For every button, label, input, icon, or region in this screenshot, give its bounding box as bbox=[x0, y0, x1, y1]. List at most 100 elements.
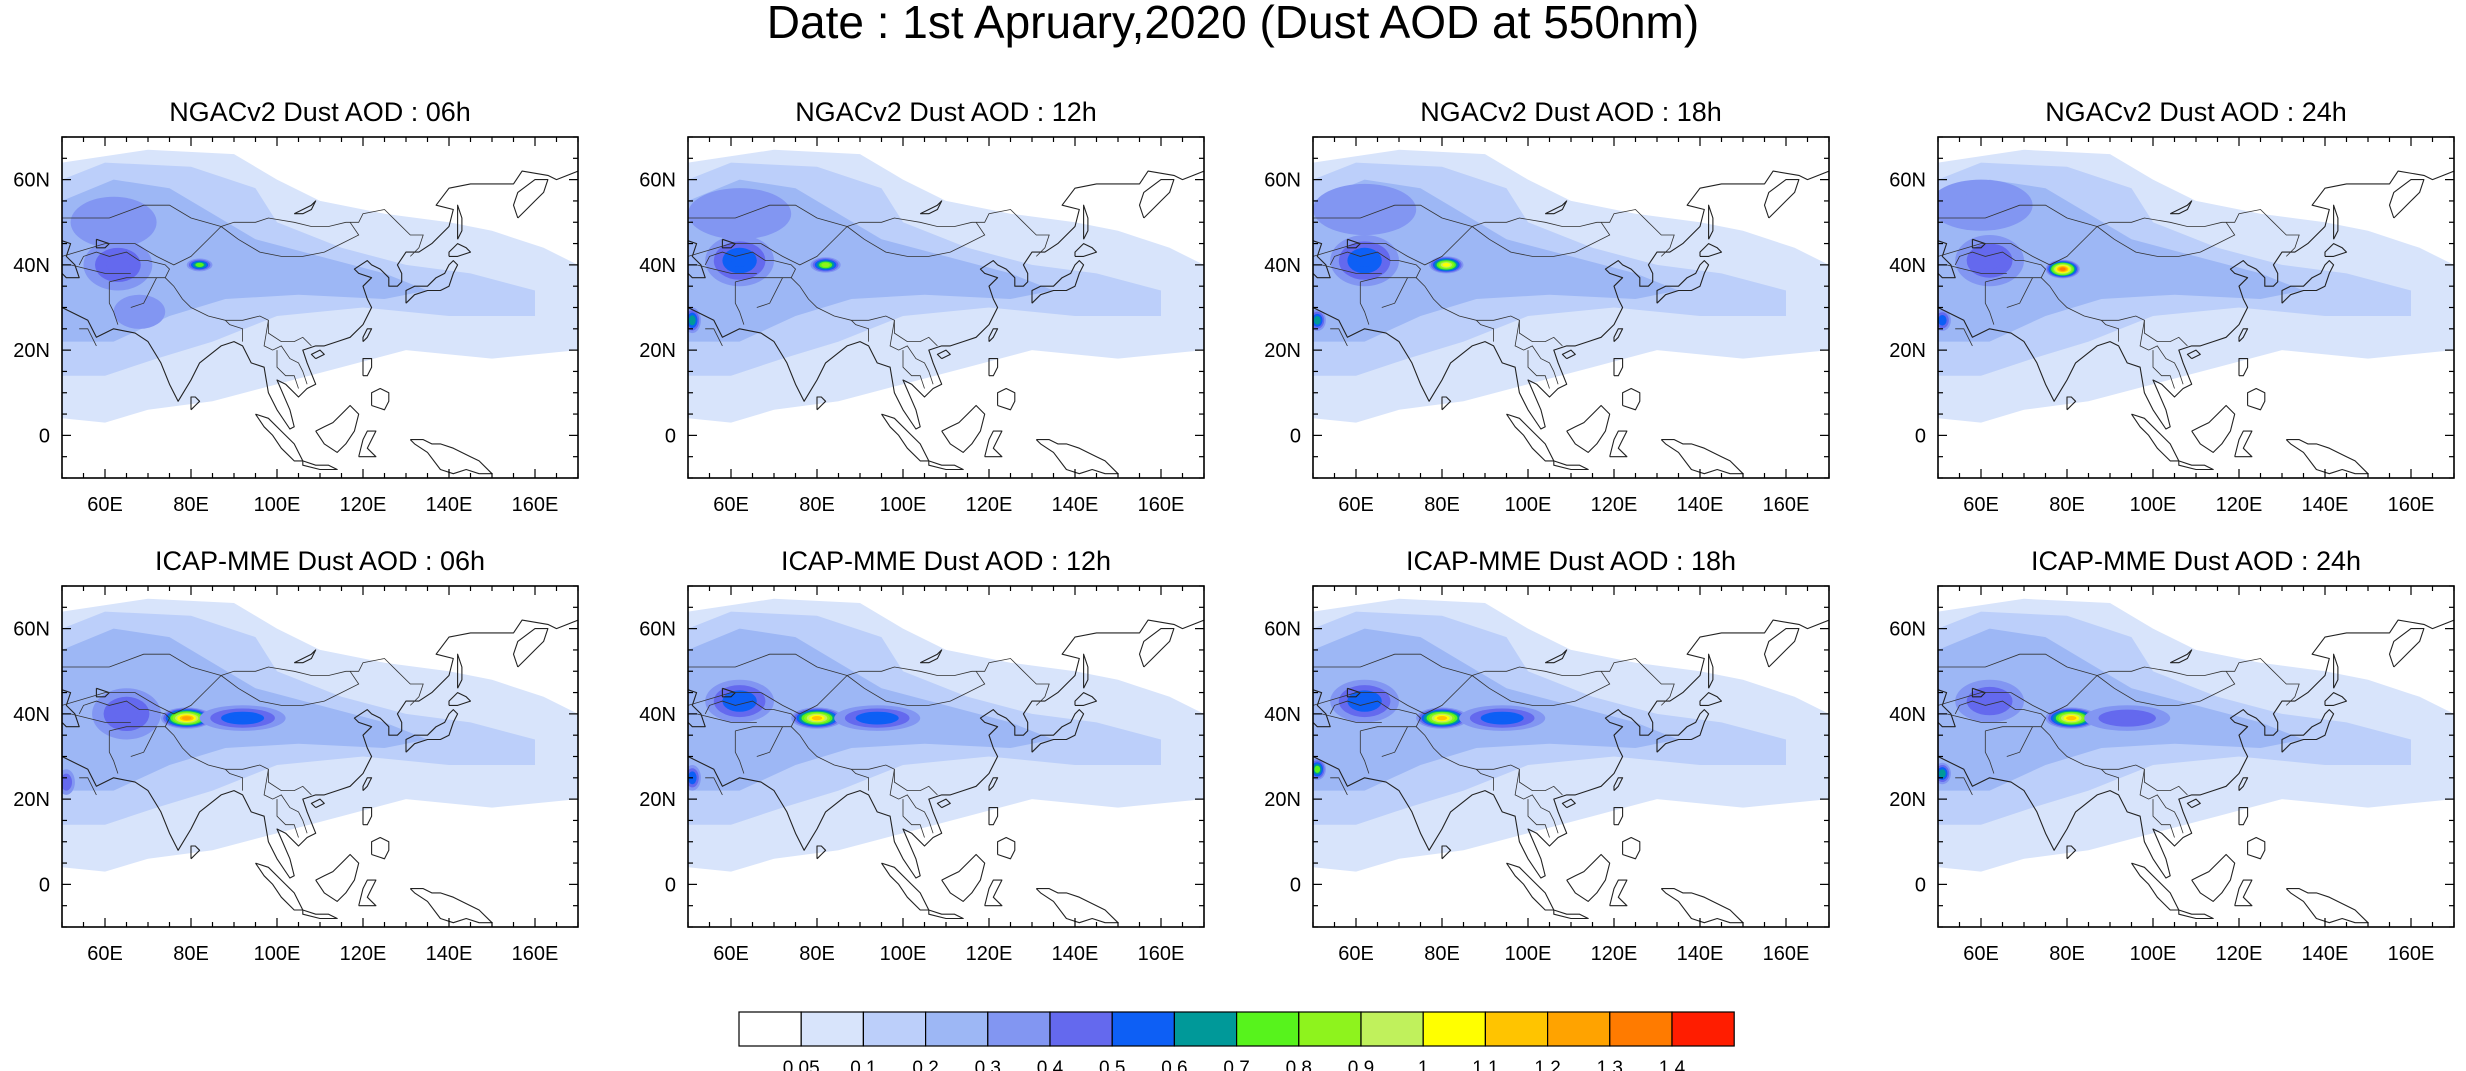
colorbar-swatch bbox=[1049, 1011, 1113, 1047]
coastline bbox=[95, 687, 110, 698]
colorbar-swatch bbox=[987, 1011, 1051, 1047]
country-border bbox=[696, 264, 757, 274]
coastline bbox=[405, 709, 459, 753]
lon-tick-label: 60E bbox=[1963, 943, 1999, 965]
lon-tick-label: 60E bbox=[1963, 494, 1999, 516]
country-border bbox=[846, 658, 1050, 706]
coastline bbox=[1561, 349, 1576, 360]
coastline bbox=[2238, 807, 2249, 826]
colorbar-label: 0.05 bbox=[783, 1058, 820, 1071]
map-panel: 60E 80E 100E 120E 140E 160E 60N 40N 20N 0 NGACv2 D… bbox=[1264, 97, 1830, 516]
coastline bbox=[2388, 628, 2425, 668]
coastline bbox=[1609, 879, 1628, 907]
coastline bbox=[95, 238, 110, 249]
lon-tick-label: 80E bbox=[1424, 943, 1460, 965]
country-border bbox=[70, 713, 131, 723]
coastline bbox=[1699, 692, 1723, 706]
coastline bbox=[1938, 240, 1956, 279]
country-border bbox=[756, 726, 783, 757]
coastline bbox=[362, 807, 373, 826]
country-border bbox=[889, 320, 934, 385]
country-border bbox=[2139, 320, 2184, 385]
lat-tick-label: 60N bbox=[1889, 170, 1926, 192]
country-border bbox=[130, 726, 157, 757]
coastline bbox=[315, 404, 360, 453]
coastline bbox=[1138, 628, 1175, 668]
country-border bbox=[2096, 209, 2300, 257]
borders bbox=[62, 204, 424, 389]
coastline bbox=[1074, 243, 1098, 257]
coastline bbox=[2333, 653, 2339, 689]
aod-hotspot bbox=[115, 705, 138, 723]
coastline bbox=[1938, 619, 2454, 879]
coastline bbox=[512, 628, 549, 668]
coastline bbox=[62, 619, 578, 879]
coastline bbox=[1313, 689, 1331, 728]
coastline bbox=[358, 430, 377, 458]
coastline bbox=[936, 349, 951, 360]
coastline bbox=[2191, 853, 2236, 902]
coastline bbox=[1553, 460, 1589, 471]
coastline bbox=[941, 853, 986, 902]
lat-tick-label: 40N bbox=[1264, 255, 1301, 277]
country-border bbox=[1330, 328, 1348, 347]
lon-tick-label: 80E bbox=[799, 943, 835, 965]
aod-field bbox=[62, 137, 578, 478]
coastline bbox=[448, 243, 472, 257]
map-panel: 60E 80E 100E 120E 140E 160E 60N 40N 20N 0 NGACv2 D… bbox=[13, 97, 579, 516]
lon-tick-label: 140E bbox=[426, 943, 473, 965]
country-border bbox=[1329, 251, 1421, 283]
aod-field bbox=[1938, 137, 2454, 478]
country-border bbox=[705, 777, 723, 796]
coastline bbox=[721, 687, 736, 698]
coastline bbox=[988, 777, 999, 791]
aod-hotspot bbox=[1940, 771, 1945, 776]
coastline bbox=[1613, 328, 1624, 342]
aod-hotspot bbox=[713, 200, 766, 227]
country-border bbox=[705, 328, 723, 347]
coastline bbox=[302, 460, 338, 471]
colorbar-swatch bbox=[1609, 1011, 1673, 1047]
aod-hotspot bbox=[63, 777, 70, 787]
country-border bbox=[1955, 328, 1973, 347]
lon-tick-label: 140E bbox=[2302, 943, 2349, 965]
coastline bbox=[255, 413, 304, 462]
country-border bbox=[1514, 320, 1559, 385]
coastline bbox=[1656, 260, 1710, 304]
country-border bbox=[2096, 671, 2236, 706]
country-border bbox=[2139, 769, 2184, 834]
lon-tick-label: 160E bbox=[1138, 494, 1185, 516]
coastline bbox=[1031, 260, 1085, 304]
aod-field bbox=[688, 137, 1204, 478]
colorbar-swatch bbox=[1111, 1011, 1175, 1047]
coastline bbox=[293, 649, 317, 664]
coastlines bbox=[1313, 170, 1829, 478]
coastline bbox=[457, 653, 463, 689]
lat-tick-label: 40N bbox=[639, 704, 676, 726]
colorbar-swatch bbox=[1173, 1011, 1238, 1047]
aod-field bbox=[1938, 586, 2454, 927]
country-border bbox=[108, 730, 119, 774]
coastline bbox=[2333, 204, 2339, 240]
country-border bbox=[2101, 769, 2119, 791]
lon-tick-label: 160E bbox=[1138, 943, 1185, 965]
country-border bbox=[756, 277, 783, 308]
lon-tick-label: 140E bbox=[426, 494, 473, 516]
aod-hotspot bbox=[92, 209, 136, 236]
country-border bbox=[130, 277, 157, 308]
country-border bbox=[1471, 222, 1611, 257]
coastline bbox=[371, 387, 390, 411]
country-border bbox=[2096, 222, 2236, 257]
coastline bbox=[1566, 853, 1611, 902]
map-panel: 60E 80E 100E 120E 140E 160E 60N 40N 20N 0 NGACv2 D… bbox=[1889, 97, 2455, 516]
aod-hotspot bbox=[823, 263, 828, 266]
aod-hotspot bbox=[1955, 192, 2007, 218]
lat-tick-label: 0 bbox=[665, 874, 676, 896]
coastline bbox=[1708, 653, 1714, 689]
coastline bbox=[919, 649, 943, 664]
country-border bbox=[734, 281, 745, 325]
coastline bbox=[62, 240, 80, 279]
aod-hotspot bbox=[690, 317, 694, 323]
lat-tick-label: 60N bbox=[13, 170, 50, 192]
